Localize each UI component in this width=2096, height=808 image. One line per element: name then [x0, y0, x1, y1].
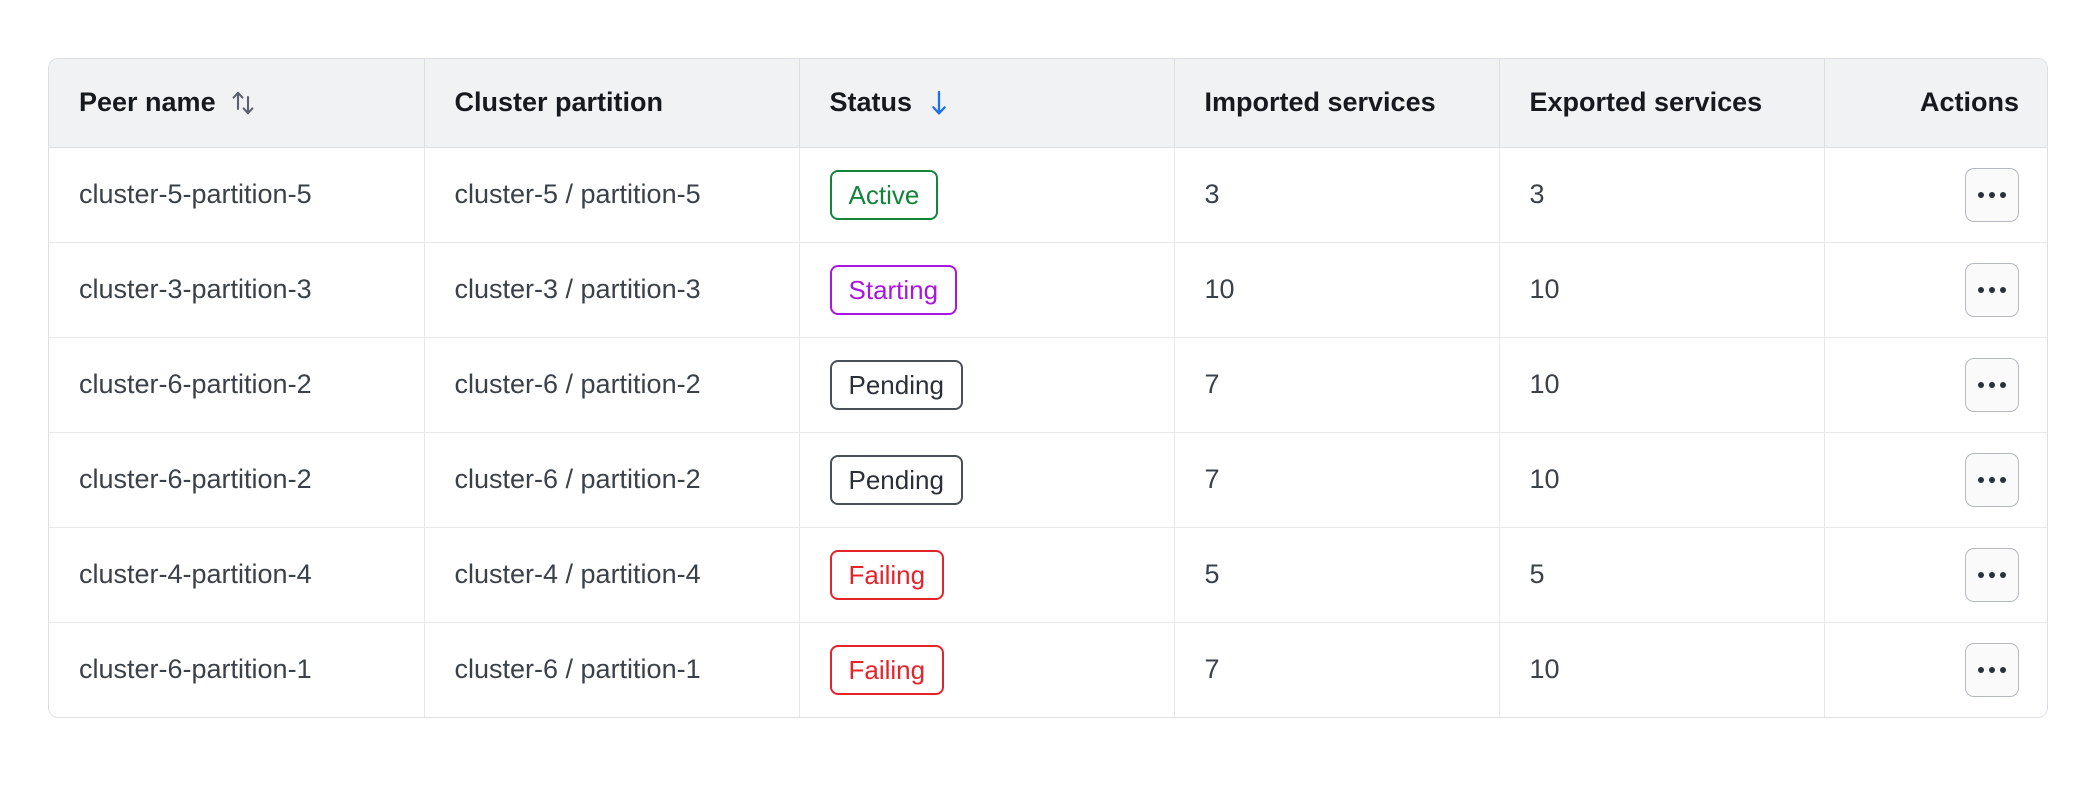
cell-imported-services: 3: [1174, 147, 1500, 243]
cell-exported-services: 10: [1499, 337, 1825, 433]
table-row[interactable]: cluster-6-partition-2 cluster-6 / partiti…: [49, 432, 2047, 528]
cell-status: Pending: [799, 337, 1175, 433]
column-header-imported-services[interactable]: Imported services: [1174, 59, 1500, 148]
status-badge: Failing: [829, 644, 945, 695]
cell-peer-name: cluster-6-partition-2: [49, 432, 425, 528]
cell-actions: [1824, 432, 2047, 528]
cell-imported-services: 7: [1174, 622, 1500, 717]
cell-status: Pending: [799, 432, 1175, 528]
cell-actions: [1824, 242, 2047, 338]
cell-peer-name: cluster-4-partition-4: [49, 527, 425, 623]
cell-status: Active: [799, 147, 1175, 243]
cell-exported-services: 5: [1499, 527, 1825, 623]
cell-actions: [1824, 622, 2047, 717]
cell-actions: [1824, 527, 2047, 623]
cell-actions: [1824, 337, 2047, 433]
row-actions-menu-button[interactable]: [1965, 262, 2019, 317]
ellipsis-icon: [1978, 476, 2006, 483]
ellipsis-icon: [1978, 191, 2006, 198]
status-badge: Active: [829, 169, 939, 220]
cell-imported-services: 10: [1174, 242, 1500, 338]
cell-exported-services: 3: [1499, 147, 1825, 243]
row-actions-menu-button[interactable]: [1965, 452, 2019, 507]
cell-status: Failing: [799, 527, 1175, 623]
column-header-status[interactable]: Status: [799, 59, 1175, 148]
row-actions-menu-button[interactable]: [1965, 357, 2019, 412]
table-header: Peer name: [49, 59, 2047, 148]
column-header-label: Imported services: [1204, 87, 1436, 118]
table-row[interactable]: cluster-6-partition-1 cluster-6 / partiti…: [49, 622, 2047, 717]
cell-cluster-partition: cluster-3 / partition-3: [424, 242, 800, 338]
status-badge: Starting: [829, 264, 958, 315]
cell-peer-name: cluster-3-partition-3: [49, 242, 425, 338]
status-badge: Pending: [829, 454, 963, 505]
row-actions-menu-button[interactable]: [1965, 167, 2019, 222]
ellipsis-icon: [1978, 666, 2006, 673]
cell-cluster-partition: cluster-6 / partition-2: [424, 337, 800, 433]
cell-actions: [1824, 147, 2047, 243]
peerings-table-container: Peer name: [48, 58, 2048, 718]
ellipsis-icon: [1978, 381, 2006, 388]
cell-exported-services: 10: [1499, 432, 1825, 528]
column-header-peer-name[interactable]: Peer name: [49, 59, 425, 148]
table-header-row: Peer name: [49, 59, 2047, 148]
column-header-actions: Actions: [1824, 59, 2047, 148]
cell-status: Starting: [799, 242, 1175, 338]
cell-imported-services: 7: [1174, 337, 1500, 433]
row-actions-menu-button[interactable]: [1965, 547, 2019, 602]
table-body: cluster-5-partition-5 cluster-5 / partiti…: [49, 147, 2047, 717]
cell-cluster-partition: cluster-5 / partition-5: [424, 147, 800, 243]
column-header-cluster-partition[interactable]: Cluster partition: [424, 59, 800, 148]
cell-peer-name: cluster-6-partition-1: [49, 622, 425, 717]
status-badge: Pending: [829, 359, 963, 410]
column-header-label: Exported services: [1529, 87, 1763, 118]
column-header-label: Status: [829, 87, 913, 118]
table-row[interactable]: cluster-5-partition-5 cluster-5 / partiti…: [49, 147, 2047, 243]
column-header-label: Cluster partition: [454, 87, 664, 118]
cell-imported-services: 5: [1174, 527, 1500, 623]
status-badge: Failing: [829, 549, 945, 600]
table-row[interactable]: cluster-6-partition-2 cluster-6 / partiti…: [49, 337, 2047, 433]
cell-peer-name: cluster-6-partition-2: [49, 337, 425, 433]
cell-peer-name: cluster-5-partition-5: [49, 147, 425, 243]
cell-imported-services: 7: [1174, 432, 1500, 528]
cell-cluster-partition: cluster-6 / partition-1: [424, 622, 800, 717]
column-header-label: Actions: [1919, 87, 2019, 118]
cell-status: Failing: [799, 622, 1175, 717]
ellipsis-icon: [1978, 286, 2006, 293]
peerings-table: Peer name: [49, 59, 2047, 717]
table-row[interactable]: cluster-4-partition-4 cluster-4 / partiti…: [49, 527, 2047, 623]
cell-cluster-partition: cluster-6 / partition-2: [424, 432, 800, 528]
column-header-label: Peer name: [79, 87, 216, 118]
arrow-down-icon[interactable]: [926, 87, 952, 119]
cell-exported-services: 10: [1499, 622, 1825, 717]
row-actions-menu-button[interactable]: [1965, 642, 2019, 697]
sort-updown-icon[interactable]: [230, 88, 256, 118]
cell-cluster-partition: cluster-4 / partition-4: [424, 527, 800, 623]
table-row[interactable]: cluster-3-partition-3 cluster-3 / partiti…: [49, 242, 2047, 338]
cell-exported-services: 10: [1499, 242, 1825, 338]
ellipsis-icon: [1978, 571, 2006, 578]
column-header-exported-services[interactable]: Exported services: [1499, 59, 1825, 148]
